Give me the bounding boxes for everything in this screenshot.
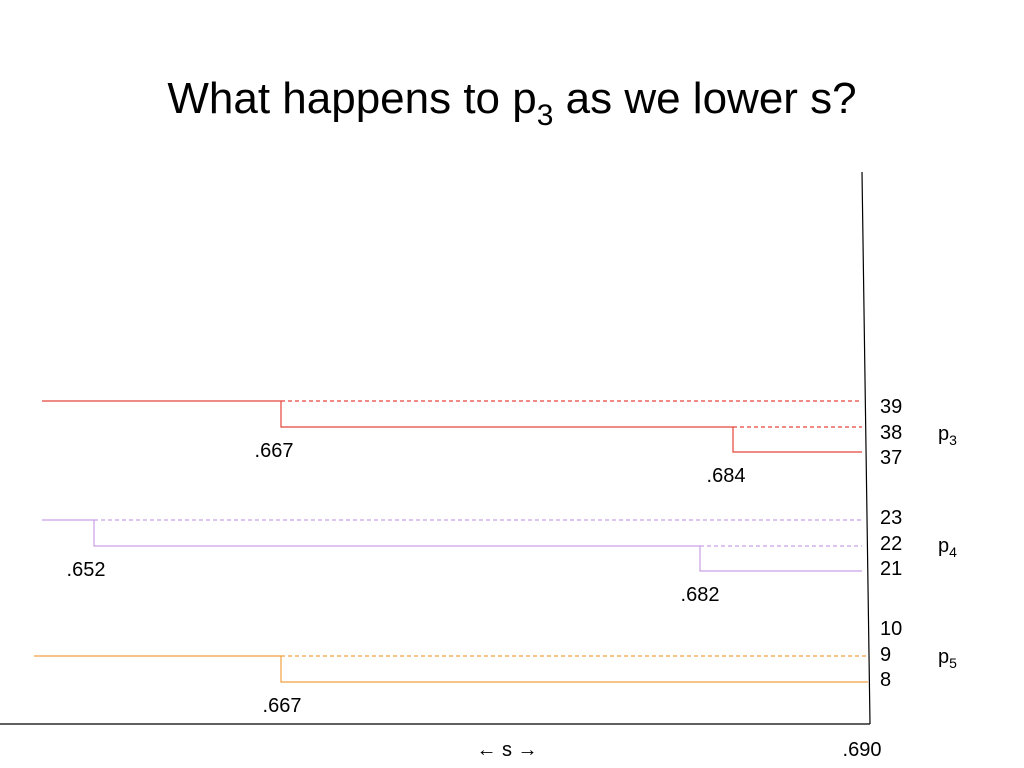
group-label: p3 bbox=[938, 423, 957, 448]
dashed-branch bbox=[281, 400, 862, 428]
group-sub: 5 bbox=[949, 655, 957, 671]
title: What happens to p3 as we lower s? bbox=[167, 74, 856, 132]
merge-label: .667 bbox=[263, 695, 302, 717]
group-sub: 3 bbox=[949, 432, 957, 448]
group-label: p4 bbox=[938, 535, 957, 560]
group-base: p bbox=[938, 423, 949, 445]
group-p4 bbox=[42, 519, 862, 572]
leaf-label: 8 bbox=[880, 669, 891, 691]
title-text: What happens to p bbox=[167, 74, 536, 123]
group-p3 bbox=[42, 400, 862, 453]
merge-label: .682 bbox=[681, 584, 720, 606]
merge-label: .684 bbox=[707, 465, 746, 487]
axis-vertical bbox=[861, 171, 871, 725]
leaf-label: 22 bbox=[880, 533, 902, 555]
leaf-label: 39 bbox=[880, 396, 902, 418]
group-labels: p3 p4 p5 bbox=[938, 423, 957, 671]
leaf-label: 37 bbox=[880, 447, 902, 469]
branch bbox=[34, 655, 868, 683]
group-base: p bbox=[938, 646, 949, 668]
group-sub: 4 bbox=[949, 544, 957, 560]
title-rest: as we lower s? bbox=[553, 74, 856, 123]
title-sub: 3 bbox=[537, 99, 554, 132]
leaf-label: 38 bbox=[880, 422, 902, 444]
group-base: p bbox=[938, 535, 949, 557]
branch bbox=[42, 519, 862, 572]
leaf-labels: 39 38 37 23 22 21 10 9 8 bbox=[880, 396, 902, 691]
merge-labels: .667 .684 .652 .682 .667 bbox=[67, 440, 746, 717]
axis-label: ← s → bbox=[476, 739, 537, 761]
merge-label: .667 bbox=[255, 440, 294, 462]
branch bbox=[42, 400, 862, 453]
leaf-label: 9 bbox=[880, 644, 891, 666]
group-label: p5 bbox=[938, 646, 957, 671]
dashed-branch bbox=[94, 519, 862, 547]
merge-label: .652 bbox=[67, 559, 106, 581]
leaf-label: 21 bbox=[880, 558, 902, 580]
leaf-label: 23 bbox=[880, 507, 902, 529]
group-p5 bbox=[34, 655, 868, 683]
axis-end-label: .690 bbox=[843, 739, 882, 761]
leaf-label: 10 bbox=[880, 618, 902, 640]
